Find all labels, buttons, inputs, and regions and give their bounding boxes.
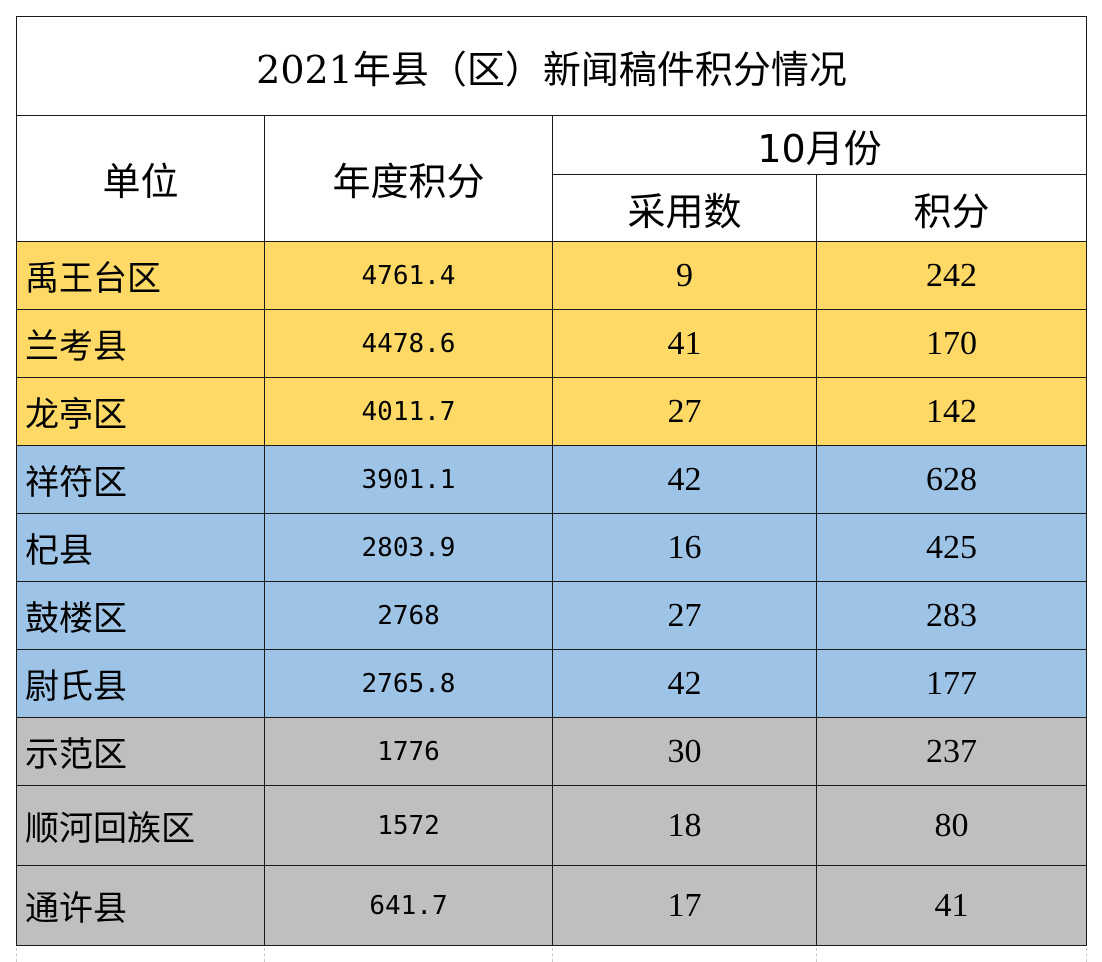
table-row: 鼓楼区 2768 27 283 bbox=[16, 581, 1088, 650]
month-points-cell: 170 bbox=[815, 309, 1088, 378]
header-unit: 单位 bbox=[16, 115, 265, 242]
table-row: 示范区 1776 30 237 bbox=[16, 717, 1088, 786]
table-row: 杞县 2803.9 16 425 bbox=[16, 513, 1088, 582]
month-points-cell: 142 bbox=[815, 377, 1088, 446]
adopted-count-cell: 42 bbox=[552, 649, 817, 718]
adopted-count-cell: 18 bbox=[552, 785, 817, 866]
unit-cell: 龙亭区 bbox=[16, 377, 265, 446]
header-row-2: 采用数 积分 bbox=[17, 174, 1088, 242]
adopted-count-cell: 27 bbox=[552, 581, 817, 650]
table-row: 顺河回族区 1572 18 80 bbox=[16, 785, 1088, 866]
unit-cell: 顺河回族区 bbox=[16, 785, 265, 866]
adopted-count-cell: 42 bbox=[552, 445, 817, 514]
adopted-count-cell: 41 bbox=[552, 309, 817, 378]
annual-score-cell: 1776 bbox=[264, 717, 553, 786]
grid-continuation bbox=[16, 948, 1088, 962]
adopted-count-cell: 30 bbox=[552, 717, 817, 786]
unit-cell: 祥符区 bbox=[16, 445, 265, 514]
annual-score-cell: 1572 bbox=[264, 785, 553, 866]
adopted-count-cell: 16 bbox=[552, 513, 817, 582]
table-row: 禹王台区 4761.4 9 242 bbox=[16, 241, 1088, 310]
table-row: 尉氏县 2765.8 42 177 bbox=[16, 649, 1088, 718]
annual-score-cell: 3901.1 bbox=[264, 445, 553, 514]
month-points-cell: 425 bbox=[815, 513, 1088, 582]
adopted-count-cell: 9 bbox=[552, 241, 817, 310]
header-annual: 年度积分 bbox=[264, 115, 553, 242]
table-row: 龙亭区 4011.7 27 142 bbox=[16, 377, 1088, 446]
adopted-count-cell: 27 bbox=[552, 377, 817, 446]
unit-cell: 禹王台区 bbox=[16, 241, 265, 310]
table-title: 2021年县（区）新闻稿件积分情况 bbox=[15, 16, 1088, 116]
header-points: 积分 bbox=[815, 174, 1088, 242]
unit-cell: 杞县 bbox=[16, 513, 265, 582]
header-adopted: 采用数 bbox=[552, 174, 817, 242]
header-row-1: 单位 年度积分 10月份 bbox=[16, 115, 1088, 242]
annual-score-cell: 2765.8 bbox=[264, 649, 553, 718]
annual-score-cell: 4761.4 bbox=[264, 241, 553, 310]
unit-cell: 通许县 bbox=[16, 865, 265, 946]
unit-cell: 鼓楼区 bbox=[16, 581, 265, 650]
annual-score-cell: 4478.6 bbox=[264, 309, 553, 378]
unit-cell: 兰考县 bbox=[16, 309, 265, 378]
month-points-cell: 628 bbox=[815, 445, 1088, 514]
unit-cell: 示范区 bbox=[16, 717, 265, 786]
table-row: 通许县 641.7 17 41 bbox=[16, 865, 1088, 946]
score-table: 2021年县（区）新闻稿件积分情况 单位 年度积分 10月份 采用数 积分 禹王… bbox=[15, 16, 1088, 946]
month-points-cell: 283 bbox=[815, 581, 1088, 650]
table-row: 祥符区 3901.1 42 628 bbox=[16, 445, 1088, 514]
annual-score-cell: 4011.7 bbox=[264, 377, 553, 446]
header-month-group: 10月份 bbox=[551, 115, 1088, 175]
month-points-cell: 41 bbox=[815, 865, 1088, 946]
unit-cell: 尉氏县 bbox=[16, 649, 265, 718]
title-row: 2021年县（区）新闻稿件积分情况 bbox=[15, 16, 1088, 116]
annual-score-cell: 2768 bbox=[264, 581, 553, 650]
adopted-count-cell: 17 bbox=[552, 865, 817, 946]
month-points-cell: 242 bbox=[815, 241, 1088, 310]
table-row: 兰考县 4478.6 41 170 bbox=[16, 309, 1088, 378]
month-points-cell: 237 bbox=[815, 717, 1088, 786]
month-points-cell: 177 bbox=[815, 649, 1088, 718]
annual-score-cell: 2803.9 bbox=[264, 513, 553, 582]
month-points-cell: 80 bbox=[815, 785, 1088, 866]
annual-score-cell: 641.7 bbox=[264, 865, 553, 946]
